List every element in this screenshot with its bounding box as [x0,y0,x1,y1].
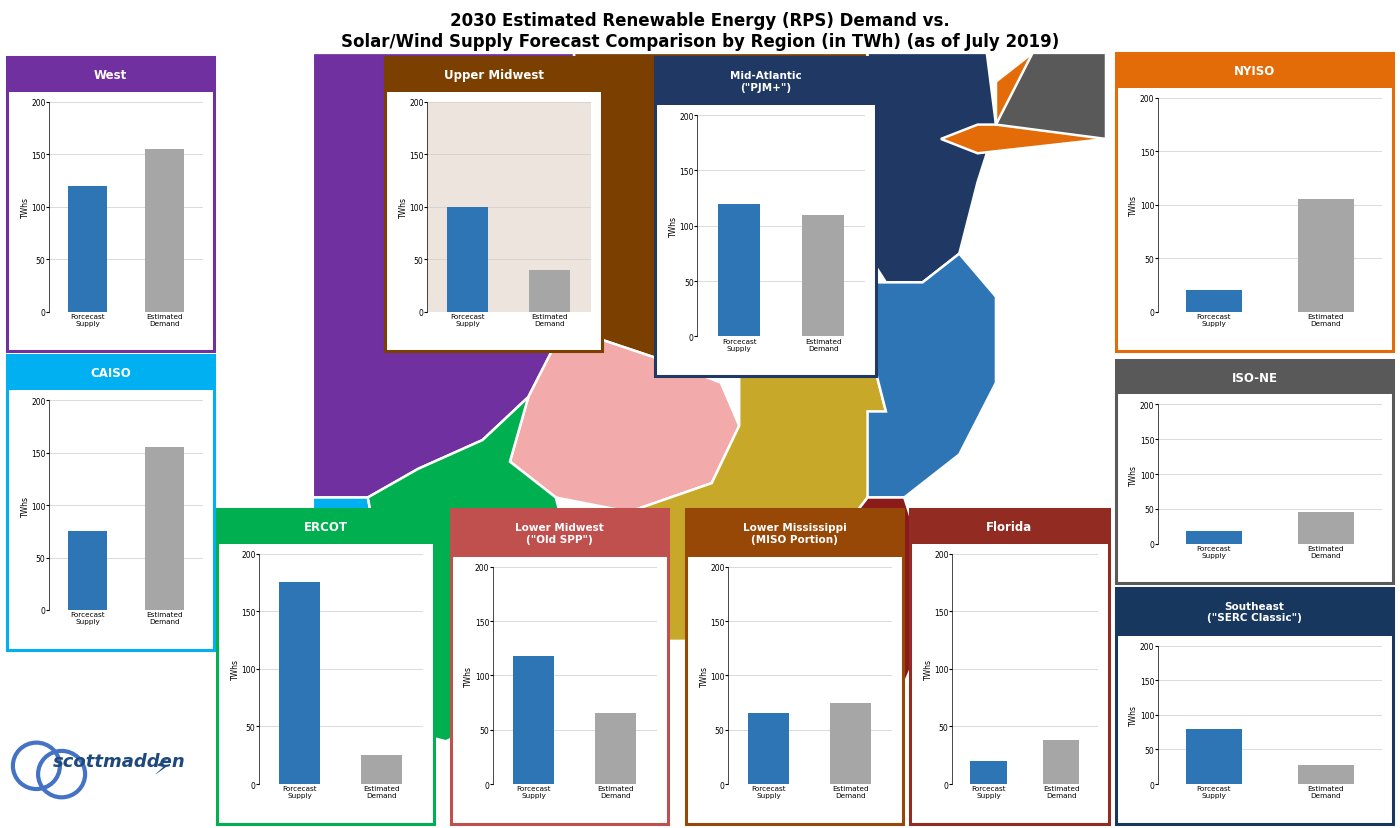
Bar [514,656,554,784]
Polygon shape [312,54,574,498]
Bar [802,215,844,337]
Bar [1186,291,1242,312]
Bar [718,205,760,337]
Bar [1298,513,1354,544]
Bar [529,270,570,312]
Polygon shape [312,498,382,727]
Y-axis label: TWhs: TWhs [700,665,708,686]
Text: ISO-NE: ISO-NE [1232,371,1277,384]
Bar [69,532,106,610]
Bar [280,583,321,784]
Bar [146,150,183,312]
Polygon shape [510,326,739,513]
Y-axis label: TWhs: TWhs [21,197,29,218]
Text: Mid-Atlantic
("PJM+"): Mid-Atlantic ("PJM+") [729,71,802,93]
Bar [361,755,402,784]
Polygon shape [574,54,868,362]
Y-axis label: TWhs: TWhs [465,665,473,686]
Text: Lower Mississippi
(MISO Portion): Lower Mississippi (MISO Portion) [742,522,847,544]
Text: CAISO: CAISO [90,367,132,380]
Text: West: West [94,69,127,82]
Bar [970,761,1007,784]
Text: 2030 Estimated Renewable Energy (RPS) Demand vs.
Solar/Wind Supply Forecast Comp: 2030 Estimated Renewable Energy (RPS) De… [340,12,1060,51]
Polygon shape [739,254,995,498]
Bar [1298,200,1354,312]
Y-axis label: TWhs: TWhs [1130,705,1138,725]
Text: Note: See report section for
notes on methodology and
caveats to the analysis.

: Note: See report section for notes on me… [7,360,144,482]
Text: ⚡: ⚡ [153,758,169,778]
Polygon shape [794,498,923,741]
Y-axis label: TWhs: TWhs [924,658,932,680]
Text: Upper Midwest: Upper Midwest [444,69,543,82]
Bar [595,714,636,784]
Bar [749,714,790,784]
Bar [1186,532,1242,544]
Y-axis label: TWhs: TWhs [1130,195,1138,216]
Bar [830,703,871,784]
Y-axis label: TWhs: TWhs [1130,464,1138,485]
Bar [1298,765,1354,784]
Bar [69,186,106,312]
Bar [146,448,183,610]
Text: NYISO: NYISO [1233,65,1275,78]
Bar [1186,729,1242,784]
Text: Lower Midwest
("Old SPP"): Lower Midwest ("Old SPP") [515,522,603,544]
Y-axis label: TWhs: TWhs [231,658,239,680]
Polygon shape [941,54,1106,154]
Text: scottmadden: scottmadden [53,752,186,770]
Y-axis label: TWhs: TWhs [669,216,678,237]
Text: Florida: Florida [986,520,1033,533]
Text: Southeast
("SERC Classic"): Southeast ("SERC Classic") [1207,601,1302,623]
Y-axis label: TWhs: TWhs [21,495,29,516]
Text: ERCOT: ERCOT [304,520,347,533]
Polygon shape [995,54,1106,140]
Bar [448,208,489,312]
Polygon shape [629,283,886,641]
Polygon shape [354,397,574,741]
Polygon shape [868,54,995,283]
Y-axis label: TWhs: TWhs [399,197,407,218]
Bar [1043,740,1079,784]
